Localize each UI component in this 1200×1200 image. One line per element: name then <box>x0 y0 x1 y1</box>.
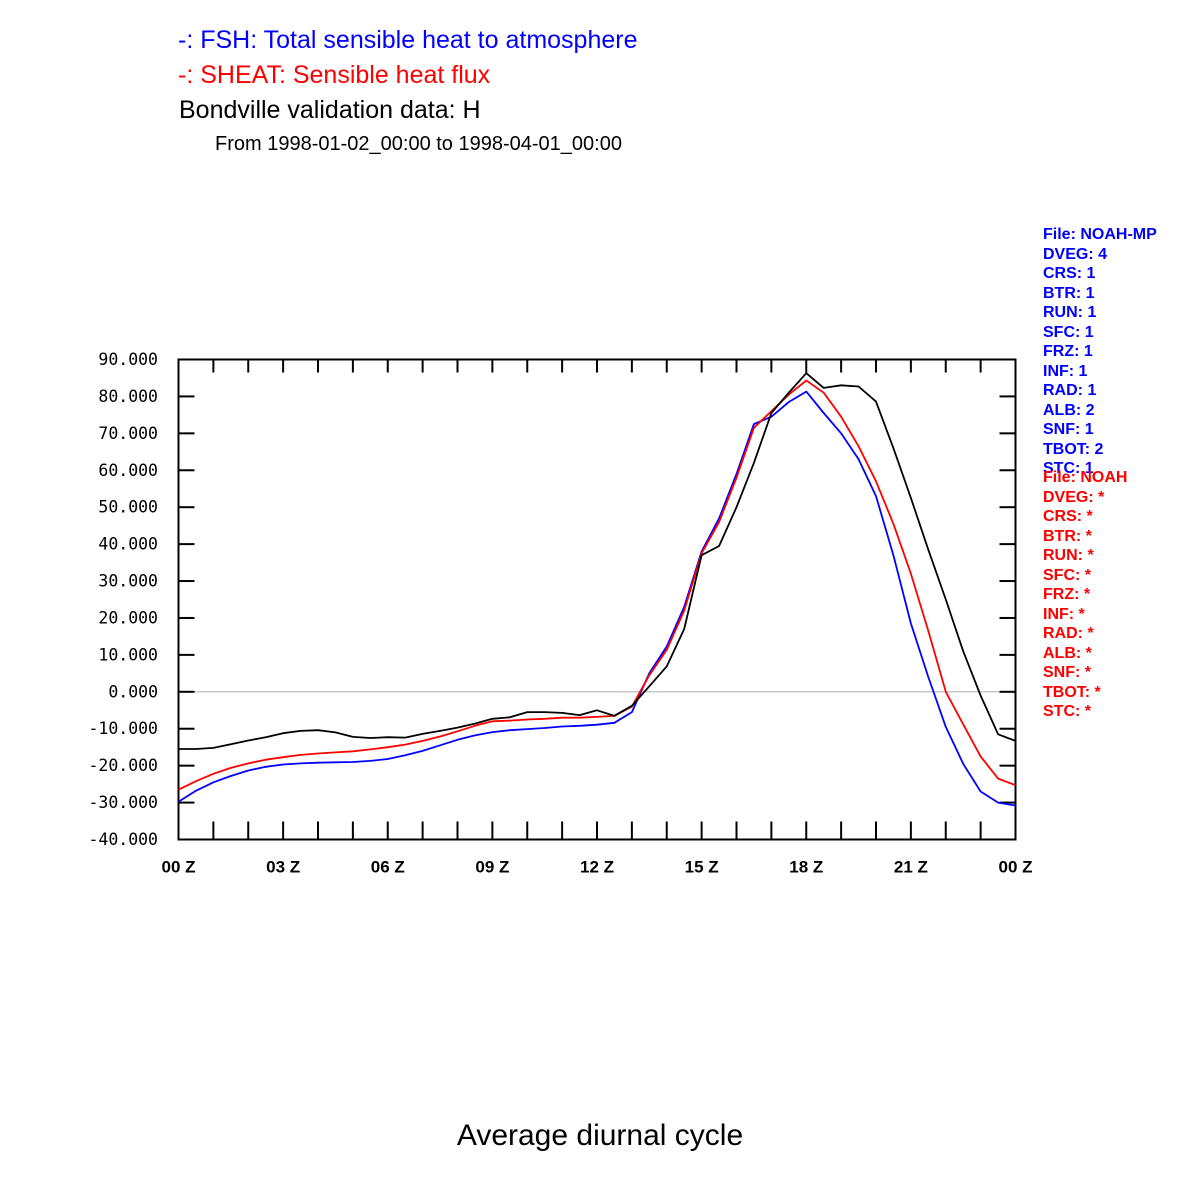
legend-noah-line: STC: * <box>1043 703 1091 720</box>
legend-noah-line: BTR: * <box>1043 527 1092 545</box>
legend-noah-line: CRS: * <box>1043 508 1093 525</box>
title-date-range: From 1998-01-02_00:00 to 1998-04-01_00:0… <box>215 133 622 155</box>
legend-noah-mp-line: CRS: 1 <box>1043 265 1096 282</box>
legend-noah-mp-line: TBOT: 2 <box>1043 440 1104 458</box>
title-sheat-series: -: SHEAT: Sensible heat flux <box>178 61 491 89</box>
legend-noah-line: SNF: * <box>1043 664 1091 681</box>
legend-noah-line: FRZ: * <box>1043 586 1091 603</box>
legend-noah-mp-line: SFC: 1 <box>1043 323 1094 341</box>
y-tick-label: 10.000 <box>98 645 158 664</box>
y-tick-label: 50.000 <box>98 498 158 517</box>
y-tick-label: 20.000 <box>98 608 158 627</box>
legend-noah-mp-line: BTR: 1 <box>1043 284 1095 302</box>
x-tick-label: 12 Z <box>580 858 614 877</box>
legend-noah-mp-line: DVEG: 4 <box>1043 245 1108 263</box>
x-tick-label: 15 Z <box>685 858 719 877</box>
legend-noah-line: RUN: * <box>1043 547 1094 564</box>
legend-noah-mp-settings: File: NOAH-MP DVEG: 4 CRS: 1 BTR: 1 RUN: 1 SF… <box>1043 225 1157 479</box>
y-tick-label: -40.000 <box>88 830 158 849</box>
y-tick-label: -10.000 <box>88 719 158 738</box>
y-tick-label: 90.000 <box>98 350 158 369</box>
x-tick-label: 00 Z <box>998 858 1032 877</box>
chart-footer-title: Average diurnal cycle <box>456 1119 744 1152</box>
x-tick-label: 21 Z <box>894 858 928 877</box>
legend-noah-line: TBOT: * <box>1043 683 1101 701</box>
y-tick-label: 80.000 <box>98 387 158 406</box>
title-fsh-series: -: FSH: Total sensible heat to atmospher… <box>178 26 638 54</box>
legend-noah-mp-line: STC: 1 <box>1043 460 1094 477</box>
legend-noah-mp-line: INF: 1 <box>1043 362 1088 380</box>
legend-noah-mp-line: FRZ: 1 <box>1043 343 1093 360</box>
y-tick-label: -30.000 <box>88 793 158 812</box>
y-tick-label: 30.000 <box>98 572 158 591</box>
x-tick-label: 00 Z <box>161 858 195 877</box>
y-tick-label: 60.000 <box>98 461 158 480</box>
legend-noah-line: File: NOAH <box>1043 469 1128 486</box>
x-tick-label: 03 Z <box>266 858 300 877</box>
legend-noah-mp-line: SNF: 1 <box>1043 421 1094 438</box>
legend-noah-mp-line: File: NOAH-MP <box>1043 226 1157 243</box>
series-fsh-line <box>178 390 1016 807</box>
y-tick-label: 40.000 <box>98 535 158 554</box>
x-tick-label: 18 Z <box>789 858 823 877</box>
legend-noah-line: ALB: * <box>1043 644 1092 662</box>
series-sheat-line <box>178 379 1016 791</box>
legend-noah-mp-line: ALB: 2 <box>1043 401 1095 419</box>
legend-noah-line: RAD: * <box>1043 625 1094 642</box>
y-tick-label: -20.000 <box>88 756 158 775</box>
series-h_validation-line <box>178 372 1016 750</box>
y-tick-label: 70.000 <box>98 424 158 443</box>
title-validation-data: Bondville validation data: H <box>179 96 481 124</box>
legend-noah-mp-line: RAD: 1 <box>1043 382 1097 399</box>
y-tick-label: 0.000 <box>108 682 158 701</box>
legend-noah-mp-line: RUN: 1 <box>1043 304 1097 321</box>
legend-noah-line: DVEG: * <box>1043 488 1105 506</box>
x-tick-label: 06 Z <box>371 858 405 877</box>
plot-frame <box>177 358 1017 841</box>
x-tick-label: 09 Z <box>475 858 509 877</box>
legend-noah-line: SFC: * <box>1043 566 1091 584</box>
legend-noah-line: INF: * <box>1043 605 1085 623</box>
legend-noah-settings: File: NOAH DVEG: * CRS: * BTR: * RUN: * SFC: … <box>1043 468 1127 722</box>
